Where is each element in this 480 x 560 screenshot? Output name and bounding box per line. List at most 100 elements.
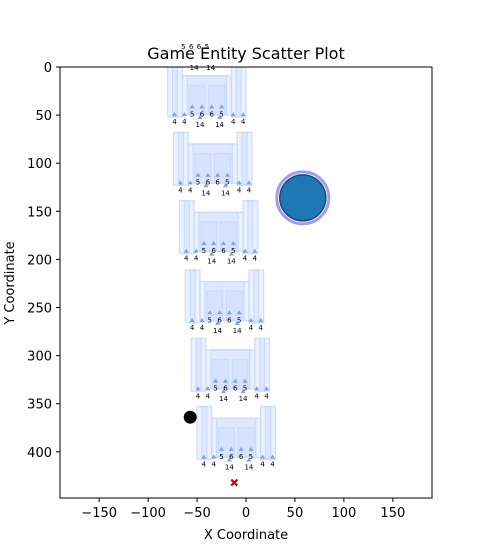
structure-3-outer-label-2: 4 xyxy=(249,324,254,332)
structure-5-outer-node-3 xyxy=(269,454,275,459)
structure-3-frame-3 xyxy=(248,269,260,324)
structure-1-inner-node-3 xyxy=(224,172,230,177)
structure-5-inner-label-2: 6 xyxy=(239,453,244,461)
structure-1-outer-label-1: 4 xyxy=(188,186,193,194)
structure-0-bottom-label-1: 14 xyxy=(215,121,224,129)
structure-2-outer-node-1 xyxy=(193,248,199,253)
structure-2-outer-label-2: 4 xyxy=(243,255,248,263)
structure-5-outer-node-0 xyxy=(201,454,207,459)
structure-0-inner-label-1: 6 xyxy=(200,110,205,118)
structure-4-frame-1 xyxy=(195,337,207,392)
structure-0-outer-label-0: 4 xyxy=(172,118,177,126)
structure-4-inner-node-3 xyxy=(242,378,248,383)
structure-2-frame-3 xyxy=(242,200,254,255)
structure-4-inner-label-3: 5 xyxy=(243,385,247,393)
structure-4-inner-node-1 xyxy=(222,378,228,383)
structure-5-bottom-node-1 xyxy=(246,457,252,462)
structure-0-outer-node-0 xyxy=(172,112,178,117)
clipped-label-1: 6 xyxy=(189,43,194,51)
structure-2-bottom-label-0: 14 xyxy=(207,258,216,266)
structure-2-outer-node-0 xyxy=(183,248,189,253)
structure-0-inner-node-2 xyxy=(209,104,215,109)
clipped-label-5: 14 xyxy=(206,64,215,72)
structure-1-inner-label-0: 5 xyxy=(196,179,200,187)
structure-3-inner-node-1 xyxy=(217,310,223,315)
structure-4: 5 6 6 54 4 4 414 14 xyxy=(190,337,271,403)
structure-5-outer-node-2 xyxy=(260,454,266,459)
x-axis-label: X Coordinate xyxy=(204,528,288,543)
structure-3-outer-node-1 xyxy=(199,317,205,322)
chart-title: Game Entity Scatter Plot xyxy=(147,44,344,63)
structure-4-inner-node-2 xyxy=(232,378,238,383)
y-tick-label-0: 0 xyxy=(44,61,52,76)
structure-1-inner-node-2 xyxy=(215,172,221,177)
structure-1-frame-1 xyxy=(177,131,189,186)
structure-0-frame-1 xyxy=(171,67,183,118)
structure-3-bottom-label-1: 14 xyxy=(233,327,242,335)
y-tick-label-4: 200 xyxy=(27,253,52,268)
structure-4-inner-label-0: 5 xyxy=(213,385,217,393)
structure-4-inner-label-1: 6 xyxy=(223,385,228,393)
x-tick-label-1: −100 xyxy=(130,506,166,521)
structure-1-frame-3 xyxy=(236,131,248,186)
structure-3-inner-node-2 xyxy=(226,310,232,315)
x-tick-label-4: 50 xyxy=(287,506,304,521)
structure-3-inner-label-2: 6 xyxy=(227,316,232,324)
structure-4-bottom-label-0: 14 xyxy=(219,395,228,403)
structure-2: 5 6 6 54 4 4 414 14 xyxy=(178,200,259,266)
structure-5: 5 6 6 54 4 4 414 14 xyxy=(196,406,276,471)
y-tick-label-5: 250 xyxy=(27,302,52,317)
x-tick-label-0: −150 xyxy=(81,506,117,521)
structure-5-frame-1 xyxy=(201,406,213,461)
structure-2-outer-node-2 xyxy=(242,248,248,253)
structure-4-inner-node-0 xyxy=(213,378,219,383)
structure-2-inner-node-1 xyxy=(211,241,217,246)
structure-1-bottom-node-1 xyxy=(222,183,228,188)
structure-2-inner-node-0 xyxy=(201,241,207,246)
structure-5-inner-label-0: 5 xyxy=(219,453,223,461)
enemy-marker xyxy=(183,410,197,424)
structure-4-bottom-node-1 xyxy=(240,389,246,394)
structure-4-outer-label-3: 4 xyxy=(264,392,269,400)
structure-3-inner-label-3: 5 xyxy=(237,316,241,324)
structure-3-inner-node-0 xyxy=(207,310,213,315)
structure-1-outer-label-3: 4 xyxy=(247,186,252,194)
structure-2-bottom-label-1: 14 xyxy=(227,258,236,266)
structure-0-bottom-node-0 xyxy=(197,114,203,119)
structure-3-bottom-node-1 xyxy=(234,320,240,325)
structure-5-outer-label-0: 4 xyxy=(202,461,207,469)
structure-2-inner-node-2 xyxy=(220,241,226,246)
structure-4-outer-label-0: 4 xyxy=(196,392,201,400)
structure-5-outer-label-1: 4 xyxy=(211,461,216,469)
y-tick-label-2: 100 xyxy=(27,157,52,172)
structure-3-outer-label-1: 4 xyxy=(200,324,205,332)
x-tick-label-6: 150 xyxy=(380,506,405,521)
structure-5-frame-3 xyxy=(260,406,272,461)
x-axis: −150 −100 −50 0 50 100 150 xyxy=(81,498,405,521)
structure-2-inner-label-3: 5 xyxy=(231,247,235,255)
structure-0-bottom-label-0: 14 xyxy=(196,121,205,129)
structure-1-bottom-node-0 xyxy=(203,183,209,188)
structure-1-outer-node-1 xyxy=(187,180,193,185)
structure-1-outer-label-0: 4 xyxy=(178,186,183,194)
structure-1-outer-node-3 xyxy=(246,180,252,185)
structure-4-outer-node-2 xyxy=(254,386,260,391)
player-marker xyxy=(279,174,327,222)
structure-2-outer-node-3 xyxy=(252,248,258,253)
structure-2-bottom-node-0 xyxy=(209,251,215,256)
structure-0-frame-3 xyxy=(230,67,242,118)
structure-3-outer-label-0: 4 xyxy=(190,324,195,332)
structure-5-inner-label-1: 6 xyxy=(229,453,234,461)
structure-2-frame-1 xyxy=(183,200,195,255)
structure-1-bottom-label-1: 14 xyxy=(221,189,230,197)
structure-4-outer-node-1 xyxy=(205,386,211,391)
structure-5-inner-node-1 xyxy=(228,446,234,451)
structure-5-bottom-node-0 xyxy=(226,457,232,462)
structure-0-outer-node-3 xyxy=(240,112,246,117)
structure-2-bottom-node-1 xyxy=(228,251,234,256)
structure-1-outer-node-2 xyxy=(236,180,242,185)
structure-0-outer-node-2 xyxy=(230,112,236,117)
structure-4-frame-3 xyxy=(254,337,266,392)
structure-1-inner-node-1 xyxy=(205,172,211,177)
structure-5-bottom-label-0: 14 xyxy=(225,463,234,471)
